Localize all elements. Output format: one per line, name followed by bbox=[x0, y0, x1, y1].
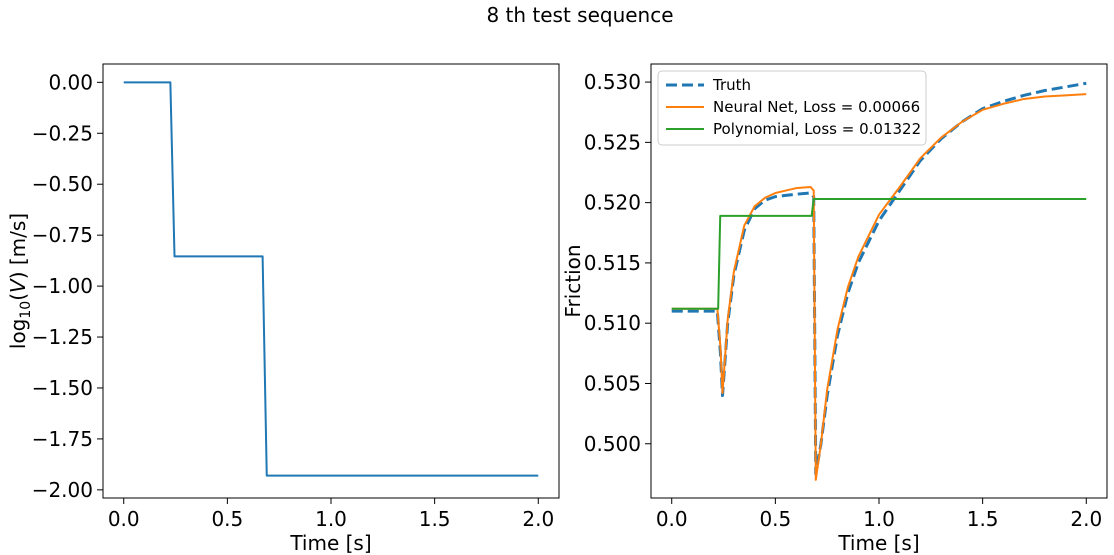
y-tick-label: −2.00 bbox=[32, 478, 93, 502]
y-tick-label: −1.50 bbox=[32, 376, 93, 400]
x-tick-label: 0.5 bbox=[759, 507, 791, 531]
figure-title: 8 th test sequence bbox=[486, 3, 673, 27]
ylabel-paren: ( bbox=[6, 293, 30, 301]
velocity-yticks: 0.00 −0.25 −0.50 −0.75 −1.00 −1.25 −1.50 −1.75 −… bbox=[32, 70, 103, 502]
series-line-1 bbox=[671, 93, 1087, 481]
y-tick-label: 0.510 bbox=[584, 311, 641, 335]
x-tick-label: 0.0 bbox=[656, 507, 688, 531]
x-tick-label: 2.0 bbox=[1070, 507, 1102, 531]
series-line-0 bbox=[123, 81, 539, 477]
y-tick-label: 0.505 bbox=[584, 371, 641, 395]
y-tick-label: −1.25 bbox=[32, 325, 93, 349]
legend-entry: Polynomial, Loss = 0.01322 bbox=[713, 120, 921, 138]
ylabel-v: V bbox=[6, 278, 30, 293]
x-tick-label: 1.0 bbox=[315, 507, 347, 531]
ylabel-sub: 10 bbox=[18, 301, 34, 319]
series-line-2 bbox=[671, 198, 1087, 310]
friction-yticks: 0.500 0.505 0.510 0.515 0.520 0.525 0.530 bbox=[584, 70, 651, 456]
friction-xticks: 0.0 0.5 1.0 1.5 2.0 bbox=[656, 498, 1102, 531]
y-tick-label: 0.525 bbox=[584, 130, 641, 154]
y-tick-label: −1.75 bbox=[32, 427, 93, 451]
y-tick-label: 0.530 bbox=[584, 70, 641, 94]
y-tick-label: −0.25 bbox=[32, 121, 93, 145]
velocity-plot-frame bbox=[102, 63, 560, 499]
y-tick-label: 0.515 bbox=[584, 251, 641, 275]
friction-x-axis-label: Time [s] bbox=[837, 531, 919, 555]
x-tick-label: 0.5 bbox=[211, 507, 243, 531]
friction-y-axis-label: Friction bbox=[561, 244, 585, 317]
velocity-plot: 0.0 0.5 1.0 1.5 2.0 0.00 −0.25 −0.50 −0.75 −1.00… bbox=[6, 63, 560, 555]
legend-box bbox=[657, 70, 927, 146]
velocity-series-group bbox=[123, 81, 539, 477]
y-tick-label: 0.520 bbox=[584, 191, 641, 215]
legend: Truth Neural Net, Loss = 0.00066 Polynomia… bbox=[657, 70, 927, 146]
ylabel-log: log bbox=[6, 319, 30, 350]
velocity-x-axis-label: Time [s] bbox=[289, 531, 371, 555]
friction-plot: 0.0 0.5 1.0 1.5 2.0 0.500 0.505 0.510 0.515 0.52… bbox=[561, 63, 1108, 555]
velocity-xticks: 0.0 0.5 1.0 1.5 2.0 bbox=[108, 498, 554, 531]
x-tick-label: 1.0 bbox=[863, 507, 895, 531]
y-tick-label: −0.50 bbox=[32, 172, 93, 196]
legend-entry: Neural Net, Loss = 0.00066 bbox=[713, 98, 920, 116]
y-tick-label: 0.00 bbox=[48, 70, 93, 94]
friction-plot-frame bbox=[650, 63, 1108, 499]
x-tick-label: 1.5 bbox=[419, 507, 451, 531]
friction-series-group bbox=[671, 81, 1087, 481]
x-tick-label: 0.0 bbox=[108, 507, 140, 531]
ylabel-unit: ) [m/s] bbox=[6, 213, 30, 279]
legend-entry: Truth bbox=[712, 76, 751, 94]
y-tick-label: −1.00 bbox=[32, 274, 93, 298]
y-tick-label: −0.75 bbox=[32, 223, 93, 247]
velocity-y-axis-label: log10(V) [m/s] bbox=[6, 213, 34, 349]
y-tick-label: 0.500 bbox=[584, 432, 641, 456]
x-tick-label: 1.5 bbox=[967, 507, 999, 531]
x-tick-label: 2.0 bbox=[522, 507, 554, 531]
